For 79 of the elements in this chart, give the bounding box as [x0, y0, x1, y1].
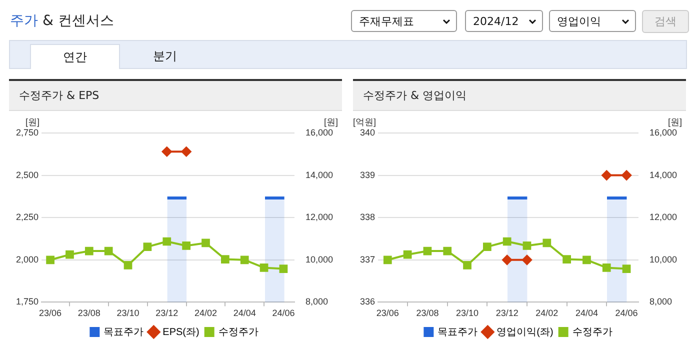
y2-tick-label: 14,000 [649, 170, 678, 180]
y-tick-label: 338 [360, 212, 376, 222]
point [84, 246, 94, 256]
x-tick-label: 24/04 [233, 308, 256, 318]
point [562, 255, 571, 264]
y-axis-title: [원] [26, 116, 40, 127]
point [483, 242, 492, 251]
text: 검색 [642, 10, 689, 33]
y2-axis-title: [원] [324, 116, 338, 127]
y2-tick-label: 16,000 [305, 127, 334, 138]
x-tick-label: 24/02 [536, 308, 558, 318]
y-tick-label: 340 [360, 127, 376, 138]
x-tick-label: 23/12 [496, 308, 518, 318]
y-axis-title: [억원] [353, 116, 376, 127]
x-tick-label: 24/06 [615, 308, 638, 318]
legend-label: 목표주가 [438, 326, 478, 338]
x-tick-label: 23/08 [78, 308, 100, 318]
point [162, 237, 172, 246]
text: 영업이익 [557, 15, 601, 28]
y2-tick-label: 10,000 [305, 254, 334, 264]
point [182, 242, 190, 250]
x-tick-label: 23/08 [416, 308, 439, 318]
legend-label: 수정주가 [218, 326, 258, 338]
legend-label: EPS(좌) [162, 326, 200, 338]
y2-tick-label: 16,000 [649, 127, 678, 138]
point [240, 256, 249, 264]
point [423, 246, 432, 256]
point [104, 246, 113, 256]
x-tick-label: 23/06 [39, 308, 62, 318]
point [522, 242, 532, 250]
text: 주재무제표 [359, 15, 414, 28]
point [582, 256, 591, 264]
y2-axis-title: [원] [668, 116, 682, 127]
y2-tick-label: 8,000 [649, 296, 672, 307]
point [403, 250, 412, 259]
y2-tick-label: 12,000 [305, 212, 334, 222]
point [443, 246, 452, 256]
y2-tick-label: 8,000 [305, 296, 328, 307]
y-tick-label: 337 [360, 254, 376, 264]
x-tick-label: 23/10 [456, 308, 479, 318]
y-tick-label: 2,000 [16, 254, 39, 264]
x-tick-label: 23/12 [156, 308, 178, 318]
legend-label: 영업이익(좌) [496, 326, 554, 338]
point [66, 250, 74, 259]
point [202, 238, 210, 248]
point [46, 256, 54, 264]
point [260, 264, 268, 272]
point [124, 261, 132, 270]
point [542, 238, 552, 248]
legend-label: 수정주가 [572, 326, 612, 338]
x-tick-label: 24/04 [575, 308, 598, 318]
y-tick-label: 1,750 [16, 296, 39, 307]
point [622, 264, 631, 273]
chart-title: 수정주가 & EPS [9, 81, 342, 111]
point [502, 237, 512, 246]
text: 연간 [30, 44, 120, 69]
point [463, 261, 472, 270]
point [602, 264, 611, 272]
text: 2024/12 [473, 15, 519, 28]
x-tick-label: 24/02 [194, 308, 218, 318]
point [279, 264, 288, 273]
chart-title: 수정주가 & 영업이익 [353, 81, 686, 111]
y2-tick-label: 10,000 [649, 254, 678, 264]
y2-tick-label: 14,000 [305, 170, 334, 180]
legend-label: 목표주가 [104, 326, 144, 338]
point [220, 255, 230, 264]
y-tick-label: 2,250 [16, 212, 39, 222]
x-tick-label: 23/10 [116, 308, 140, 318]
y-tick-label: 2,750 [16, 127, 39, 138]
y-tick-label: 2,500 [16, 170, 39, 180]
y2-tick-label: 12,000 [649, 212, 678, 222]
text: 주가 & 컨센서스 [10, 13, 114, 29]
y-tick-label: 336 [360, 296, 376, 307]
point [143, 242, 152, 251]
point [383, 256, 392, 264]
x-tick-label: 23/06 [376, 308, 399, 318]
x-tick-label: 24/06 [272, 308, 295, 318]
y-tick-label: 339 [360, 170, 376, 180]
text: 분기 [152, 48, 178, 65]
